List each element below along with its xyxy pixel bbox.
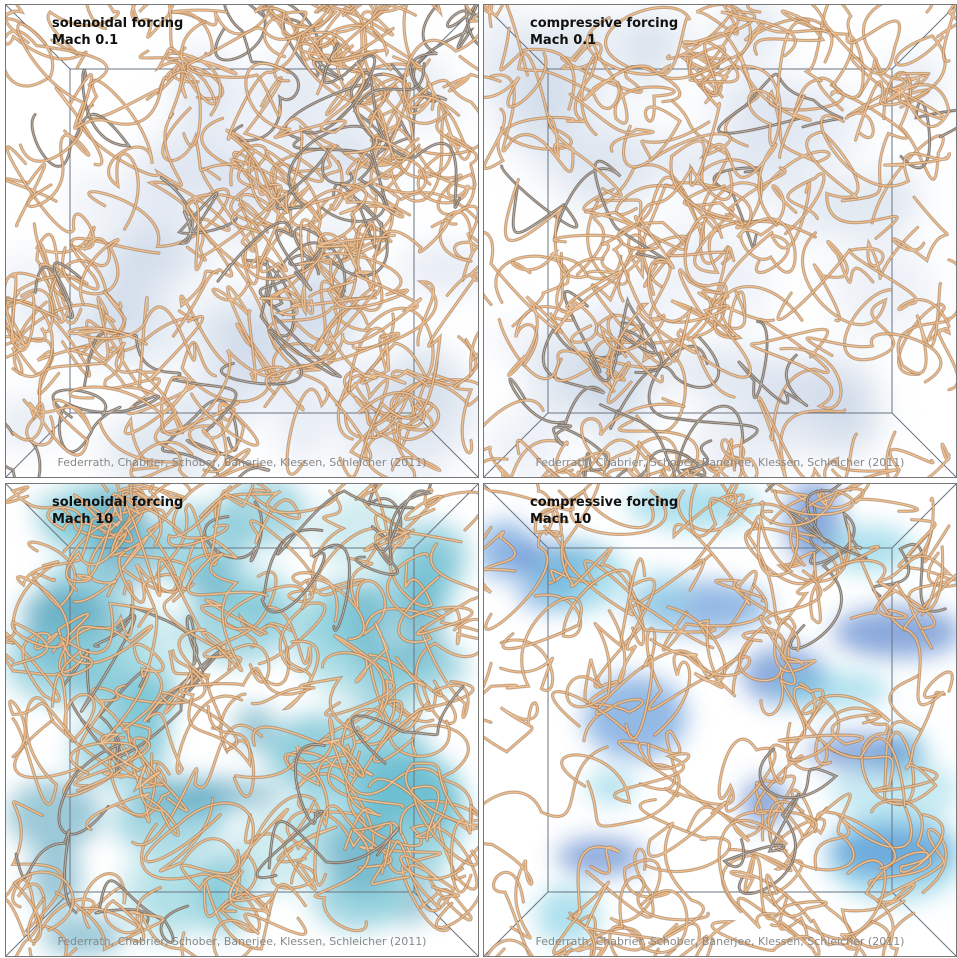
simulation-panel: solenoidal forcingMach 10 Federrath, Chab… — [5, 483, 479, 957]
render — [6, 5, 478, 477]
panel-subtitle: Mach 0.1 — [52, 32, 183, 49]
panel-subtitle: Mach 10 — [52, 511, 183, 528]
panel-title: compressive forcing — [530, 15, 678, 32]
render — [6, 484, 478, 956]
render — [484, 5, 956, 477]
credit: Federrath, Chabrier, Schober, Banerjee, … — [6, 456, 478, 469]
panel-title: solenoidal forcing — [52, 15, 183, 32]
simulation-panel: compressive forcingMach 0.1 Federrath, Ch… — [483, 4, 957, 478]
panel-label: compressive forcingMach 0.1 — [530, 15, 678, 49]
panel-title: solenoidal forcing — [52, 494, 183, 511]
panel-label: solenoidal forcingMach 10 — [52, 494, 183, 528]
credit: Federrath, Chabrier, Schober, Banerjee, … — [6, 935, 478, 948]
figure: solenoidal forcingMach 0.1Federrath, Cha… — [0, 0, 957, 958]
render — [484, 484, 956, 956]
credit: Federrath, Chabrier, Schober, Banerjee, … — [484, 456, 956, 469]
simulation-panel: compressive forcingMach 10 Federrath, Cha… — [483, 483, 957, 957]
panel-title: compressive forcing — [530, 494, 678, 511]
panel-subtitle: Mach 10 — [530, 511, 678, 528]
panel-subtitle: Mach 0.1 — [530, 32, 678, 49]
credit: Federrath, Chabrier, Schober, Banerjee, … — [484, 935, 956, 948]
panel-label: solenoidal forcingMach 0.1 — [52, 15, 183, 49]
